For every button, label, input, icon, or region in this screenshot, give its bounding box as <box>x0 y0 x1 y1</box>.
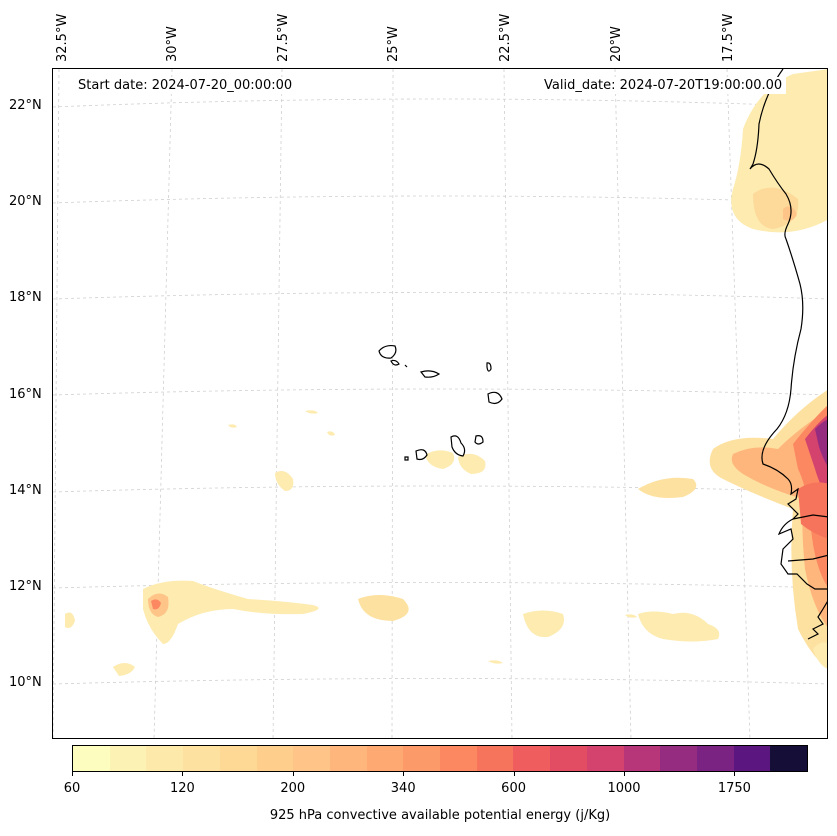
island-santiago <box>450 435 466 457</box>
colorbar-tick <box>72 772 73 776</box>
lon-label-20w: 20°W <box>609 26 624 62</box>
colorbar-swatch <box>733 746 771 771</box>
colorbar-tick-label: 600 <box>501 781 527 796</box>
colorbar-swatch <box>183 746 220 771</box>
island-fogo <box>415 449 428 461</box>
coastline <box>749 69 827 640</box>
colorbar-tick <box>403 772 405 776</box>
colorbar-swatch <box>623 746 661 771</box>
lat-label-18n: 18°N <box>9 290 42 305</box>
colorbar-swatch <box>146 746 184 771</box>
lat-label-12n: 12°N <box>9 579 42 594</box>
island-brava <box>404 456 409 461</box>
lat-label-14n: 14°N <box>9 483 42 498</box>
colorbar-swatch <box>109 746 147 771</box>
colorbar <box>72 745 808 772</box>
lat-label-20n: 20°N <box>9 194 42 209</box>
lat-label-16n: 16°N <box>9 387 42 402</box>
colorbar-swatch <box>366 746 404 771</box>
colorbar-swatch <box>293 746 330 771</box>
colorbar-swatch <box>660 746 697 771</box>
colorbar-swatch <box>256 746 294 771</box>
lat-label-22n: 22°N <box>9 98 42 113</box>
cape-shading <box>65 69 827 676</box>
colorbar-swatch <box>476 746 514 771</box>
colorbar-swatch <box>513 746 551 771</box>
island-sao-nicolau <box>419 370 441 378</box>
map-panel[interactable] <box>52 68 828 739</box>
cape-verde-islands <box>378 344 503 461</box>
lon-label-30w: 30°W <box>165 26 180 62</box>
colorbar-tick <box>182 772 184 776</box>
colorbar-tick <box>513 772 515 776</box>
lon-label-25w: 25°W <box>386 26 401 62</box>
start-date-label: Start date: 2024-07-20_00:00:00 <box>74 77 297 94</box>
colorbar-title: 925 hPa convective available potential e… <box>269 808 611 823</box>
cape-region-12n-band <box>143 580 319 644</box>
island-santo-antao <box>378 344 397 359</box>
colorbar-swatch <box>219 746 257 771</box>
colorbar-tick <box>734 772 736 776</box>
colorbar-swatch <box>403 746 441 771</box>
island-boa-vista <box>487 391 503 405</box>
lon-label-22-5w: 22.5°W <box>498 13 513 62</box>
colorbar-swatch <box>440 746 477 771</box>
colorbar-tick <box>624 772 625 776</box>
colorbar-tick <box>292 772 294 776</box>
colorbar-tick-label: 200 <box>280 781 306 796</box>
colorbar-swatch <box>586 746 624 771</box>
graticule <box>53 69 827 738</box>
cape-region-north-coast <box>731 69 827 233</box>
colorbar-swatch <box>770 746 808 771</box>
lon-label-32-5w: 32.5°W <box>55 13 70 62</box>
colorbar-swatch <box>329 746 367 771</box>
colorbar-tick-label: 1750 <box>717 781 751 796</box>
lon-label-17-5w: 17.5°W <box>721 13 736 62</box>
island-sal <box>486 362 492 372</box>
colorbar-tick-label: 60 <box>63 781 81 796</box>
colorbar-swatch <box>696 746 734 771</box>
colorbar-swatch <box>550 746 587 771</box>
island-sao-vicente <box>390 359 400 366</box>
cape-region-14n-patch <box>638 477 697 498</box>
colorbar-tick-label: 120 <box>169 781 195 796</box>
valid-date-label: Valid_date: 2024-07-20T19:00:00.00 <box>540 77 787 94</box>
map-canvas <box>53 69 827 738</box>
colorbar-swatch <box>73 746 110 771</box>
colorbar-tick-label: 340 <box>390 781 416 796</box>
colorbar-tick-label: 1000 <box>607 781 641 796</box>
lon-label-27-5w: 27.5°W <box>276 13 291 62</box>
lat-label-10n: 10°N <box>9 675 42 690</box>
island-maio <box>474 435 484 445</box>
